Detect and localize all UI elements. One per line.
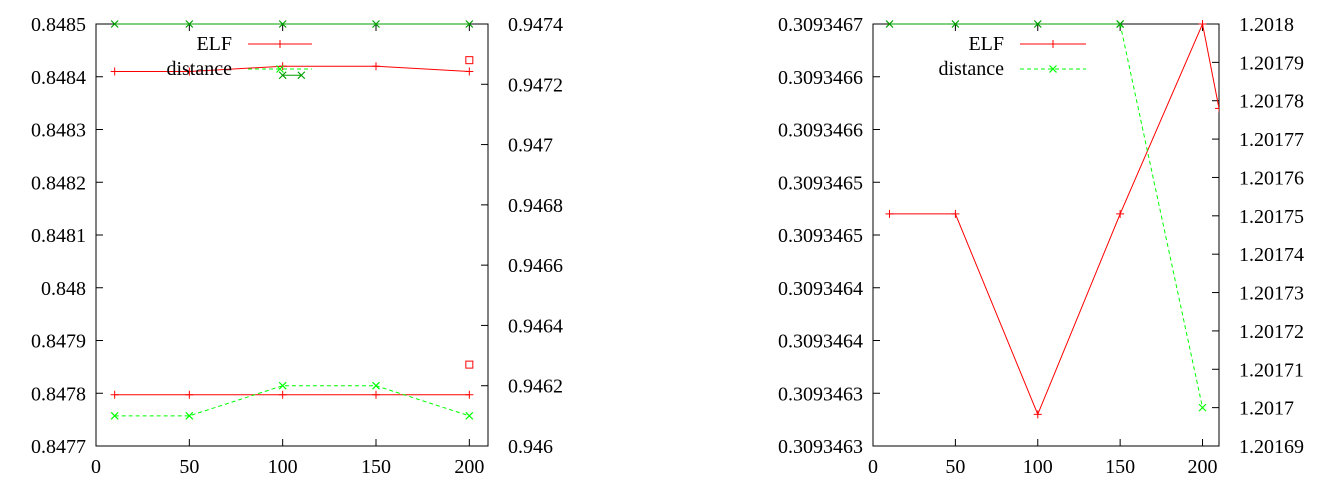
left-chart: 0 50 100 150 200 0.8477 0.8478 0.8479 0.848 0.848…	[31, 14, 563, 478]
data-point-marker	[278, 71, 287, 80]
y-tick-label: 0.3093467	[778, 14, 863, 36]
x-tick-label: 0	[868, 456, 878, 478]
y-tick-label: 0.3093463	[778, 436, 863, 458]
data-point-marker	[465, 360, 474, 369]
data-point-marker	[278, 20, 287, 28]
series-line	[114, 385, 470, 417]
x-tick-label: 200	[454, 456, 484, 478]
y2-tick-label: 0.9474	[508, 14, 563, 36]
y2-tick-label: 1.20169	[1239, 436, 1304, 458]
y2-tick-label: 0.946	[508, 436, 553, 458]
y2-tick-label: 0.9462	[508, 376, 563, 398]
legend-label: ELF	[968, 33, 1004, 55]
data-point-marker	[372, 381, 380, 390]
data-point-marker	[110, 20, 119, 28]
data-point-marker	[465, 56, 474, 65]
data-point-marker	[1116, 20, 1125, 28]
y-tick-label: 0.8484	[31, 67, 86, 89]
y-tick-label: 0.8482	[31, 172, 86, 194]
y-tick-label: 0.848	[41, 278, 86, 300]
y-tick-label: 0.3093464	[778, 331, 863, 353]
y2-tick-label: 1.20179	[1239, 52, 1304, 74]
data-point-marker	[185, 20, 194, 28]
data-point-marker	[1198, 403, 1207, 412]
y-tick-label: 0.8479	[31, 331, 86, 353]
x-tick-label: 150	[361, 456, 391, 478]
y-tick-label: 0.8478	[31, 383, 86, 405]
plot-frame	[95, 23, 489, 447]
y-tick-label: 0.3093465	[778, 172, 863, 194]
y2-tick-label: 0.9472	[508, 74, 563, 96]
y-tick-label: 0.8485	[31, 14, 86, 36]
data-point-marker	[278, 381, 287, 390]
y2-tick-label: 0.9468	[508, 195, 563, 217]
data-point-marker	[110, 411, 119, 420]
x-tick-label: 200	[1188, 456, 1218, 478]
plot-frame	[872, 23, 1220, 447]
x-tick-label: 0	[91, 456, 101, 478]
y2-tick-label: 1.2017	[1239, 398, 1294, 420]
y2-tick-label: 1.2018	[1239, 14, 1294, 36]
data-point-marker	[885, 20, 894, 28]
data-point-marker	[951, 20, 960, 28]
y-tick-label: 0.3093464	[778, 278, 863, 300]
y2-tick-label: 1.20178	[1239, 91, 1304, 113]
data-layer	[885, 20, 1219, 419]
x-tick-label: 50	[945, 456, 965, 478]
y-tick-label: 0.3093466	[778, 67, 863, 89]
y2-tick-label: 0.947	[508, 135, 553, 157]
y-tick-label: 0.3093465	[778, 225, 863, 247]
y2-tick-label: 0.9466	[508, 255, 563, 277]
data-point-marker	[465, 20, 474, 28]
x-tick-label: 100	[1023, 456, 1053, 478]
y-tick-label: 0.3093466	[778, 120, 863, 142]
x-tick-label: 150	[1105, 456, 1135, 478]
legend-label: distance	[938, 58, 1004, 80]
y2-tick-label: 1.20171	[1239, 359, 1304, 381]
y2-tick-label: 1.20176	[1239, 167, 1304, 189]
data-point-marker	[372, 20, 380, 28]
y2-tick-label: 1.20175	[1239, 206, 1304, 228]
y-tick-label: 0.8477	[31, 436, 86, 458]
data-point-marker	[465, 411, 474, 420]
series-line	[889, 22, 1219, 416]
right-chart: 0 50 100 150 200 0.3093463 0.3093463 0.3093464 0…	[778, 14, 1304, 478]
y2-tick-label: 1.20173	[1239, 283, 1304, 305]
x-tick-label: 50	[179, 456, 199, 478]
legend-label: distance	[166, 58, 232, 80]
data-point-marker	[1033, 20, 1042, 28]
data-layer	[110, 20, 474, 420]
data-point-marker	[185, 411, 194, 420]
y-tick-label: 0.3093463	[778, 383, 863, 405]
x-tick-label: 100	[268, 456, 298, 478]
data-point-marker	[1049, 65, 1057, 73]
y2-tick-label: 0.9464	[508, 315, 563, 337]
y2-tick-label: 1.20172	[1239, 321, 1304, 343]
y-tick-label: 0.8481	[31, 225, 86, 247]
data-point-marker	[297, 71, 306, 80]
y2-tick-label: 1.20177	[1239, 129, 1304, 151]
legend-label: ELF	[196, 33, 232, 55]
y2-tick-label: 1.20174	[1239, 244, 1304, 266]
series-line	[1119, 23, 1204, 408]
data-point-marker	[276, 65, 284, 73]
y-tick-label: 0.8483	[31, 120, 86, 142]
